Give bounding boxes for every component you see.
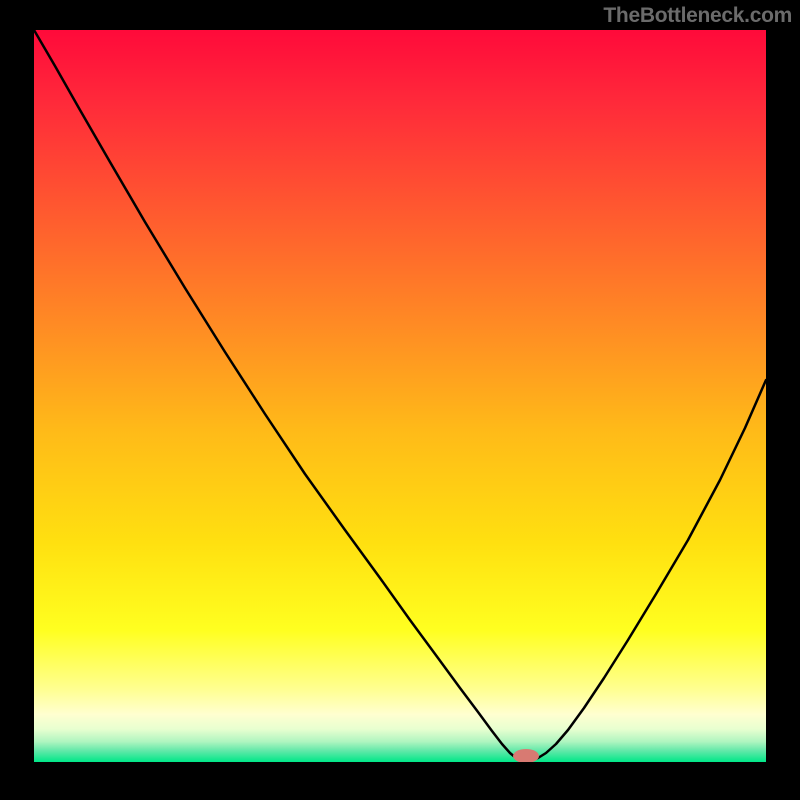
plot-gradient-area xyxy=(34,30,766,762)
watermark-text: TheBottleneck.com xyxy=(603,4,792,28)
margin-mask-1 xyxy=(766,0,800,800)
margin-mask-0 xyxy=(0,0,34,800)
margin-mask-3 xyxy=(0,762,800,800)
chart-container: TheBottleneck.com xyxy=(0,0,800,800)
bottleneck-chart xyxy=(0,0,800,800)
optimal-point-marker xyxy=(513,749,539,763)
